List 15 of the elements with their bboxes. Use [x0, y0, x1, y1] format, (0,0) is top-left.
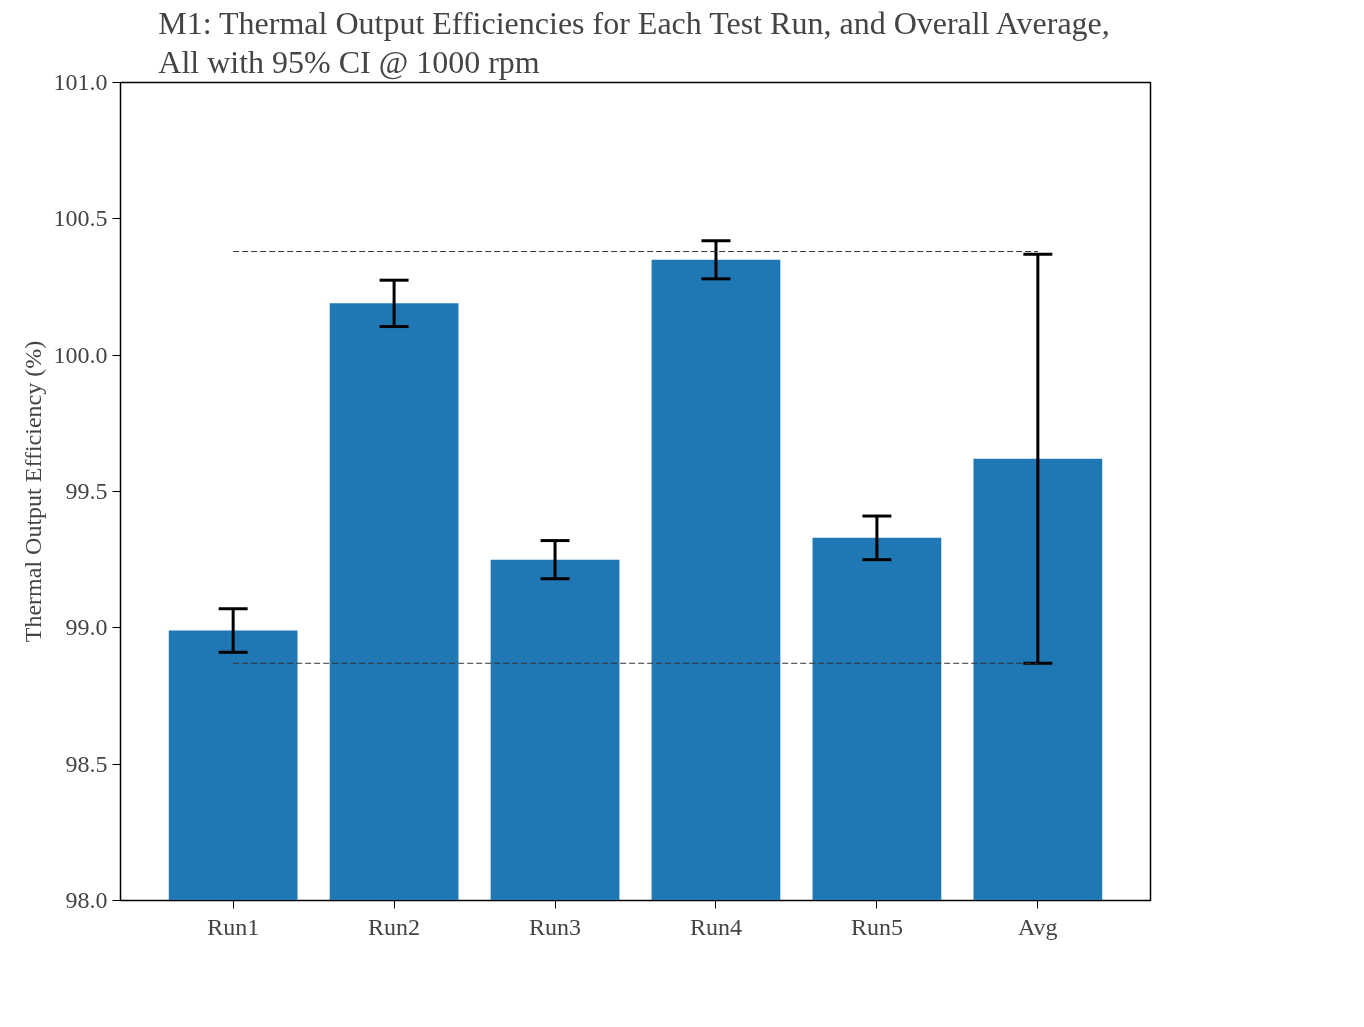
y-tick-label: 99.5: [65, 478, 108, 504]
y-tick-label: 98.5: [65, 750, 108, 777]
x-tick-label: Run4: [689, 913, 742, 940]
x-tick-label: Run2: [368, 913, 421, 940]
x-tick-label: Run5: [850, 913, 903, 940]
chart-title: M1: Thermal Output Efficiencies for Each Test Run, and Overall Average, All with 95% CI @ 1000 rpm: [158, 4, 1110, 81]
y-tick-label: 100.5: [53, 205, 108, 232]
y-tick-label: 100.0: [53, 341, 108, 368]
x-tick-label: Run1: [207, 913, 260, 940]
y-axis-title: Thermal Output Efficiency (%): [19, 340, 46, 643]
x-tick-label: Avg: [1018, 913, 1058, 940]
y-tick-label: 101.0: [53, 69, 108, 95]
y-tick-label: 99.0: [65, 614, 108, 641]
x-tick-label: Run3: [529, 913, 582, 940]
y-tick-label: 98.0: [65, 887, 108, 913]
